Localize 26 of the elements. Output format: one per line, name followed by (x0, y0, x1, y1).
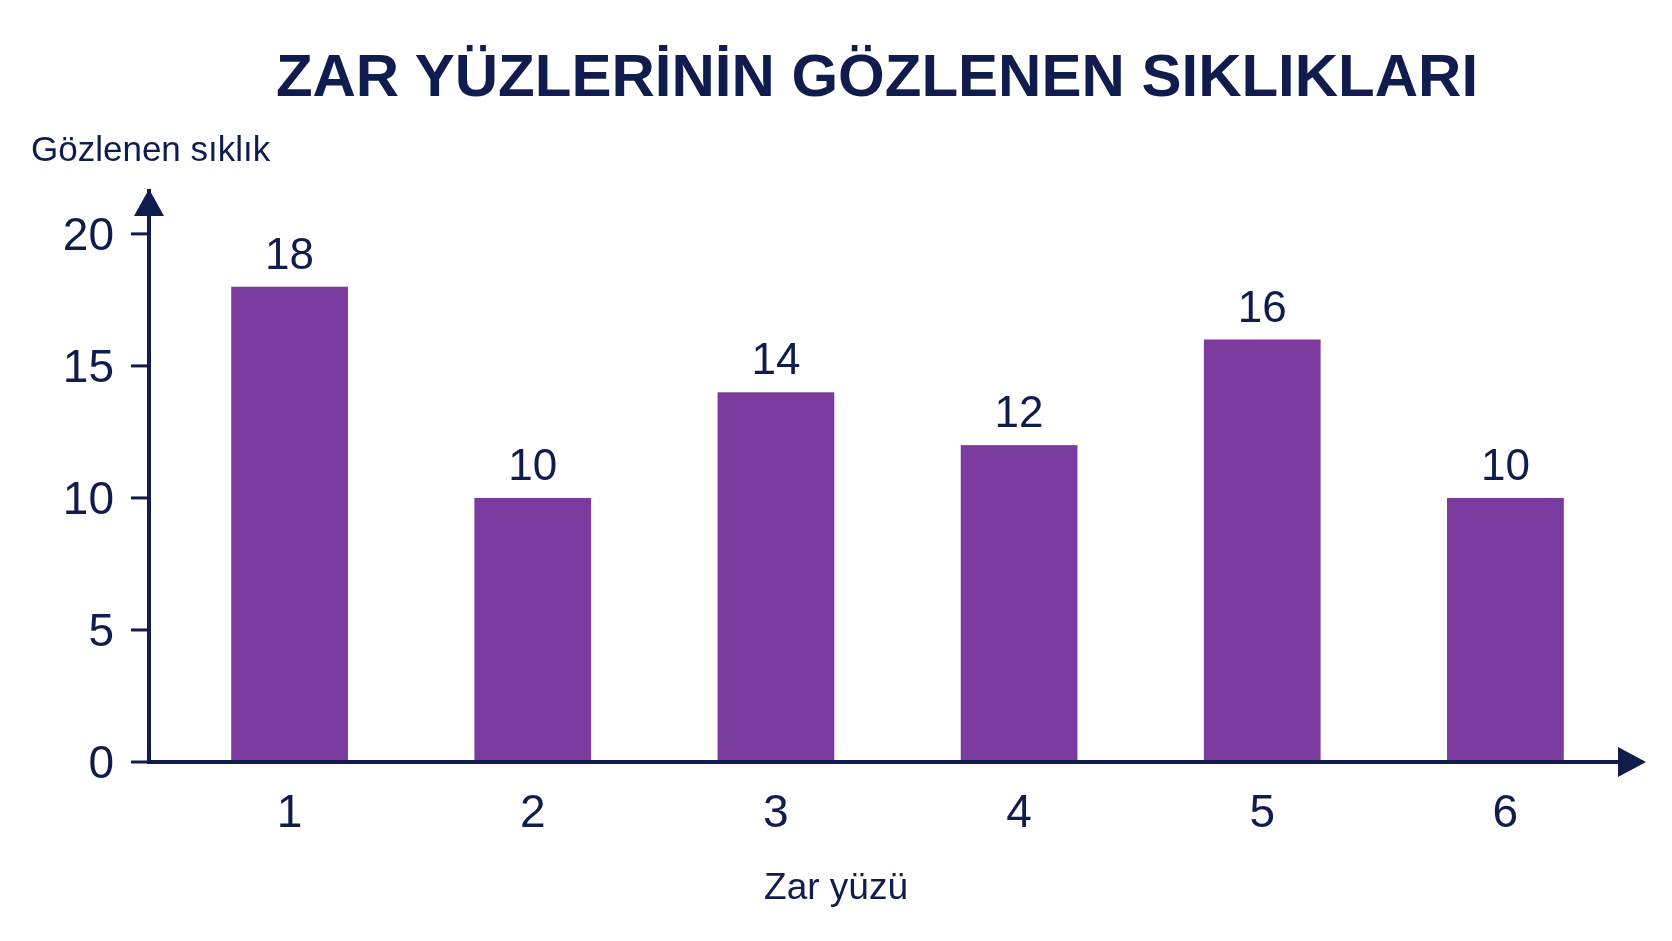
data-label: 10 (1480, 439, 1530, 489)
data-label: 12 (994, 387, 1044, 437)
x-tick-label: 1 (276, 785, 303, 837)
bar (717, 392, 835, 762)
y-tick-label: 15 (62, 339, 114, 392)
x-tick-label: 4 (1006, 785, 1032, 837)
y-axis-title: Gözlenen sıklık (31, 129, 271, 168)
x-tick-label: 6 (1492, 785, 1519, 837)
x-axis-title: Zar yüzü (764, 866, 908, 907)
x-tick-label: 3 (763, 785, 789, 837)
bar (960, 445, 1078, 762)
chart-title: ZAR YÜZLERİNİN GÖZLENEN SIKLIKLARI (275, 42, 1479, 109)
x-tick-label: 5 (1249, 785, 1276, 837)
data-label: 18 (265, 228, 315, 278)
data-label: 10 (508, 439, 558, 489)
data-label: 14 (751, 334, 801, 384)
bar (474, 497, 592, 762)
x-tick-label: 2 (519, 785, 546, 837)
bar (1203, 339, 1321, 762)
bar (231, 286, 348, 762)
y-tick-label: 0 (88, 735, 114, 788)
y-tick-label: 20 (62, 207, 114, 260)
data-label: 16 (1237, 281, 1287, 331)
bar (1447, 497, 1564, 762)
y-tick-label: 10 (62, 471, 114, 524)
y-tick-label: 5 (88, 603, 114, 656)
